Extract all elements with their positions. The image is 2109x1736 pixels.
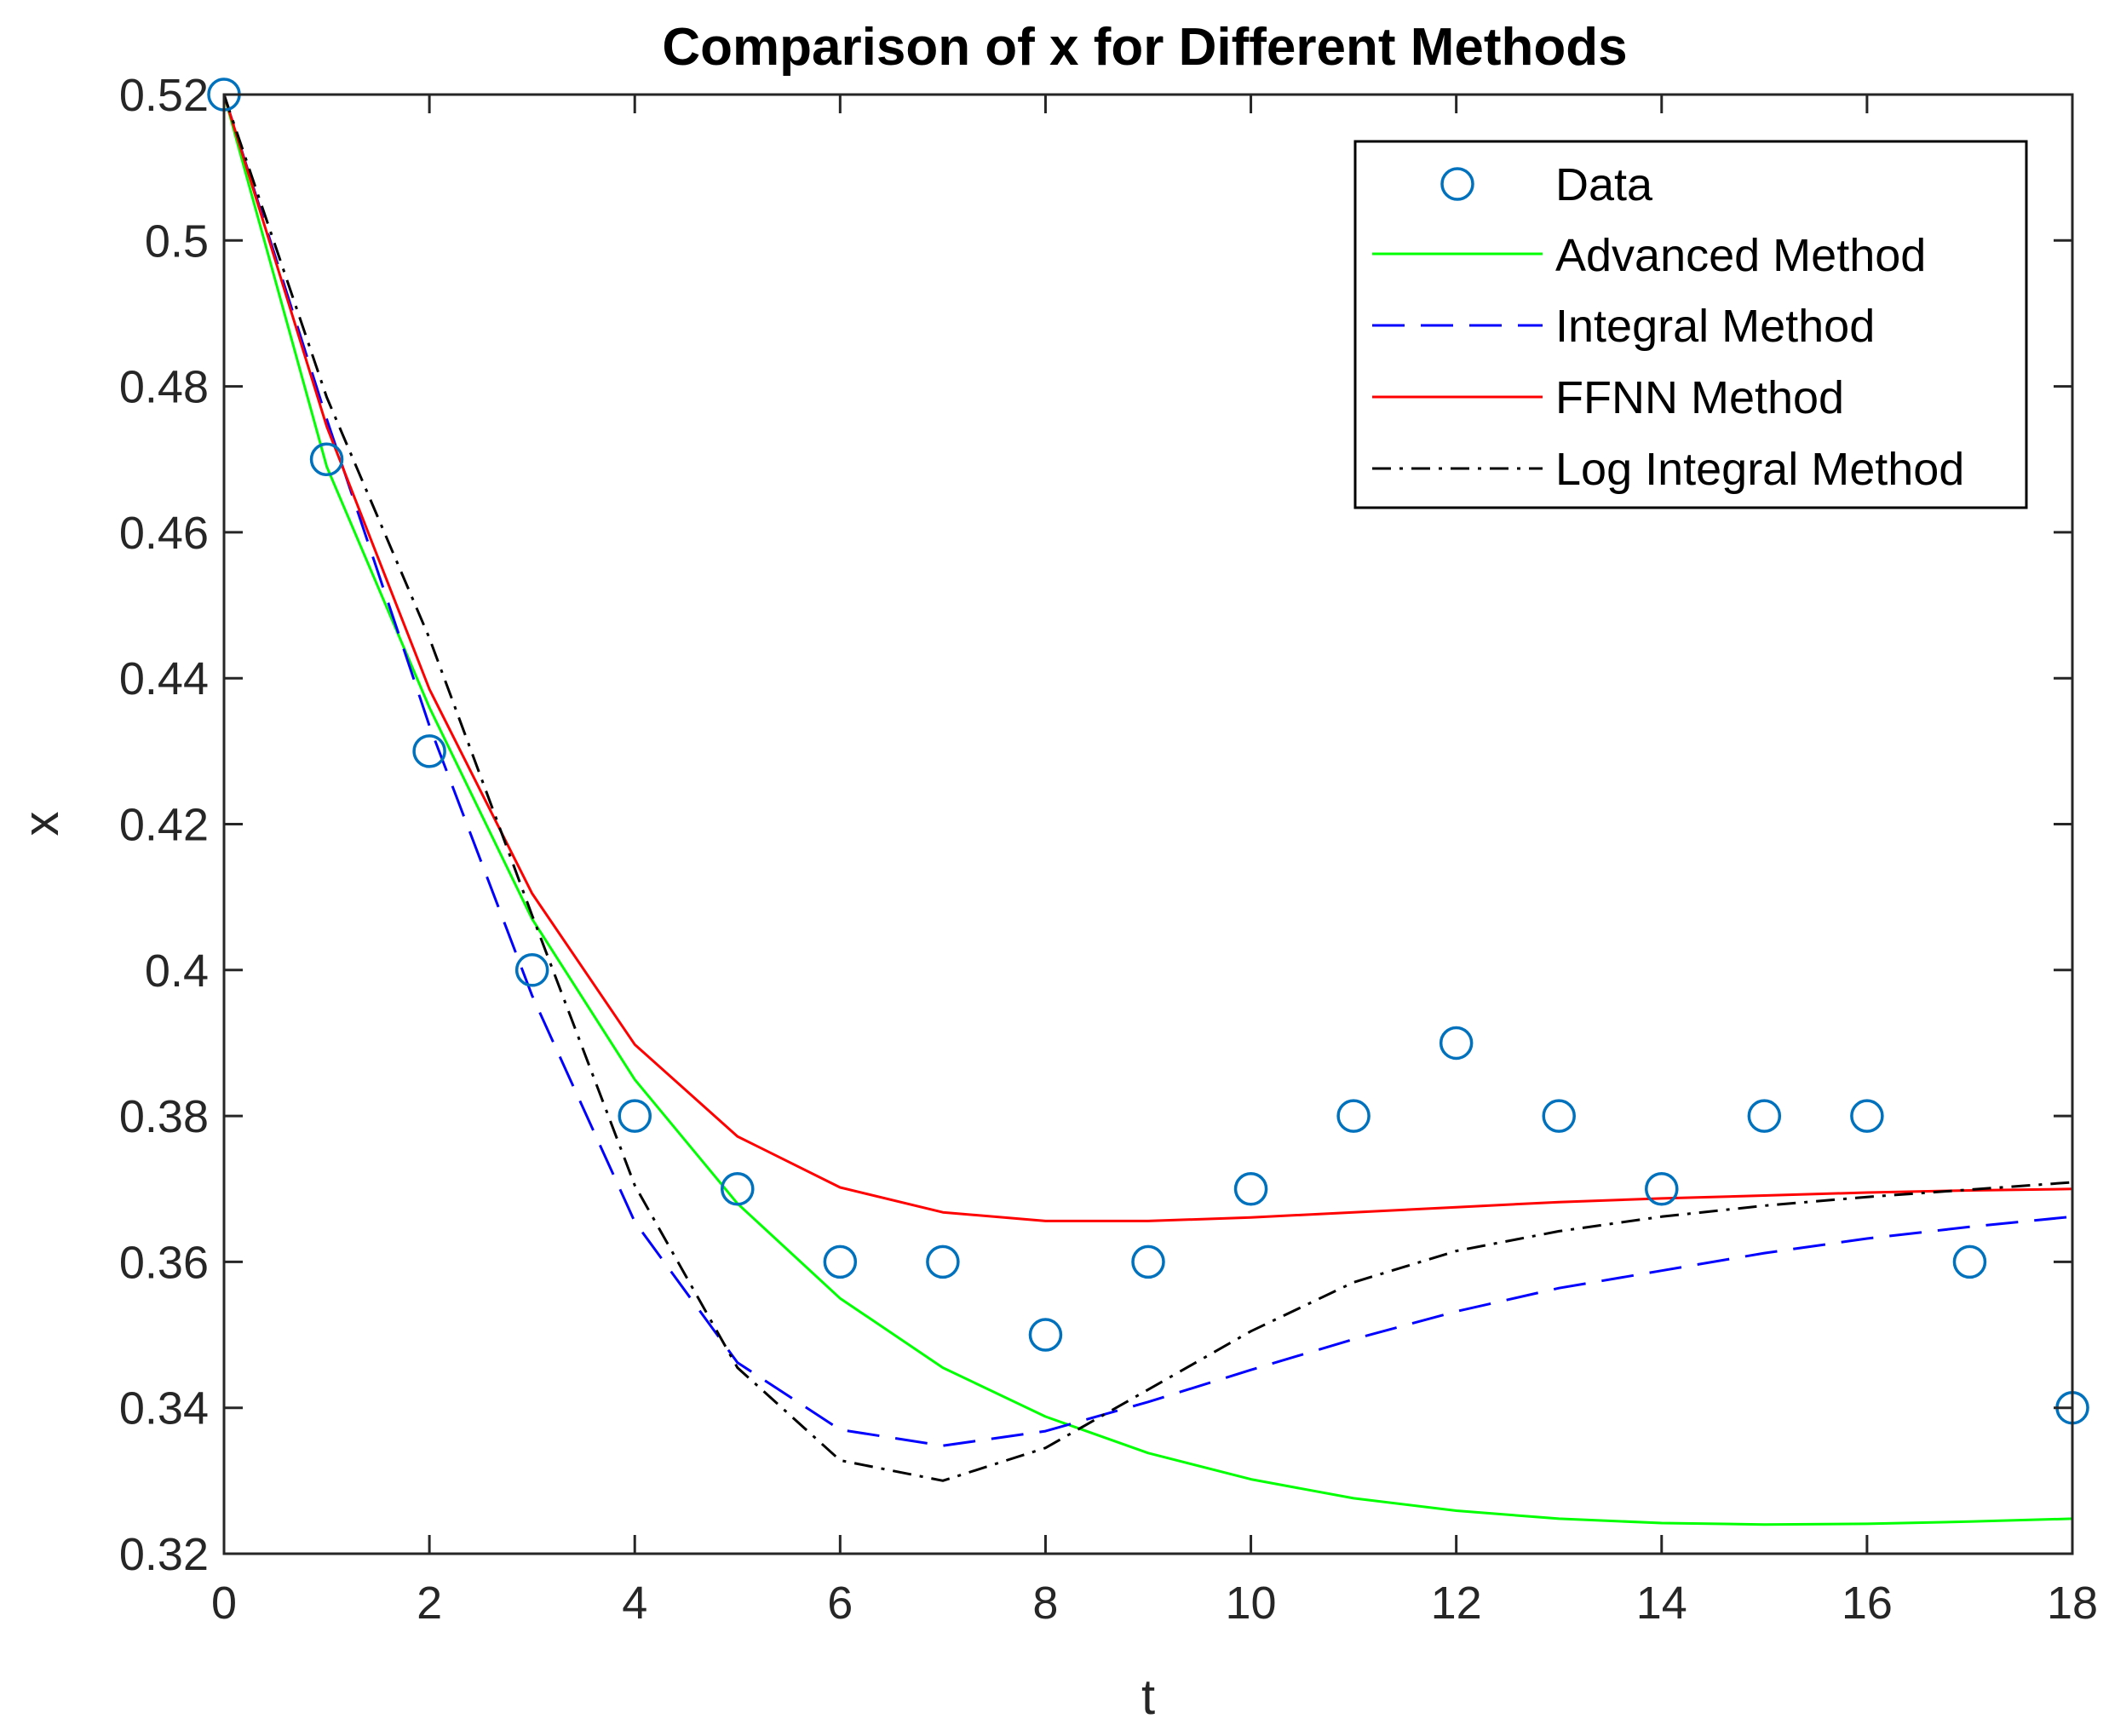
x-tick-label: 8 — [1032, 1578, 1058, 1629]
data-point-3 — [514, 953, 549, 987]
ffnn-method-line — [222, 94, 2073, 1222]
x-tick-label: 6 — [827, 1578, 853, 1629]
legend-label-log-integral-method: Log Integral Method — [1555, 444, 1964, 495]
data-point-14 — [1645, 1172, 1679, 1206]
x-tick-label: 12 — [1431, 1578, 1482, 1629]
x-tick-label: 0 — [211, 1578, 237, 1629]
x-tick-label: 16 — [1842, 1578, 1893, 1629]
legend-label-advanced-method: Advanced Method — [1555, 230, 1926, 281]
legend-label-integral-method: Integral Method — [1555, 301, 1875, 352]
data-point-9 — [1131, 1245, 1165, 1279]
y-tick-label: 0.44 — [119, 653, 209, 704]
y-tick-label: 0.4 — [145, 946, 209, 997]
y-tick-label: 0.34 — [119, 1383, 209, 1434]
y-tick-label: 0.36 — [119, 1237, 209, 1288]
y-axis-label: x — [14, 812, 69, 836]
integral-method-line — [222, 94, 2073, 1447]
y-tick-label: 0.42 — [119, 800, 209, 851]
data-point-7 — [926, 1245, 960, 1279]
y-tick-label: 0.38 — [119, 1091, 209, 1142]
x-axis-label: t — [1141, 1670, 1155, 1725]
data-point-12 — [1439, 1026, 1474, 1061]
x-tick-label: 10 — [1226, 1578, 1277, 1629]
y-tick-label: 0.48 — [119, 362, 209, 413]
x-tick-label: 2 — [417, 1578, 442, 1629]
legend-marker-data — [1440, 167, 1474, 201]
data-point-13 — [1542, 1099, 1576, 1133]
data-point-16 — [1850, 1099, 1884, 1133]
data-point-2 — [412, 734, 446, 768]
data-point-11 — [1336, 1099, 1371, 1133]
data-point-1 — [309, 442, 344, 476]
series-layer — [207, 78, 2089, 1526]
data-point-10 — [1233, 1172, 1268, 1206]
log-integral-method-line — [222, 94, 2073, 1482]
x-tick-label: 4 — [622, 1578, 647, 1629]
legend: Data Advanced Method Integral Method FFN… — [1353, 140, 2028, 509]
data-point-6 — [823, 1245, 858, 1279]
data-point-8 — [1028, 1318, 1063, 1352]
legend-label-data: Data — [1555, 159, 1653, 210]
data-point-15 — [1747, 1099, 1782, 1133]
legend-label-ffnn-method: FFNN Method — [1555, 372, 1844, 423]
y-tick-label: 0.32 — [119, 1529, 209, 1580]
chart-title: Comparison of x for Different Methods — [662, 18, 1627, 77]
data-point-17 — [1952, 1245, 1987, 1279]
data-point-4 — [618, 1099, 652, 1133]
x-tick-label: 14 — [1636, 1578, 1687, 1629]
legend-box — [1353, 140, 2028, 509]
tick-layer: 0 2 4 6 8 10 12 14 16 18 0.32 0.34 0.36 0.38 0.4 0.42 0.… — [119, 70, 2098, 1629]
data-point-5 — [721, 1172, 755, 1206]
y-tick-label: 0.5 — [145, 216, 209, 267]
x-tick-label: 18 — [2047, 1578, 2098, 1629]
y-tick-label: 0.46 — [119, 508, 209, 559]
y-tick-label: 0.52 — [119, 70, 209, 121]
